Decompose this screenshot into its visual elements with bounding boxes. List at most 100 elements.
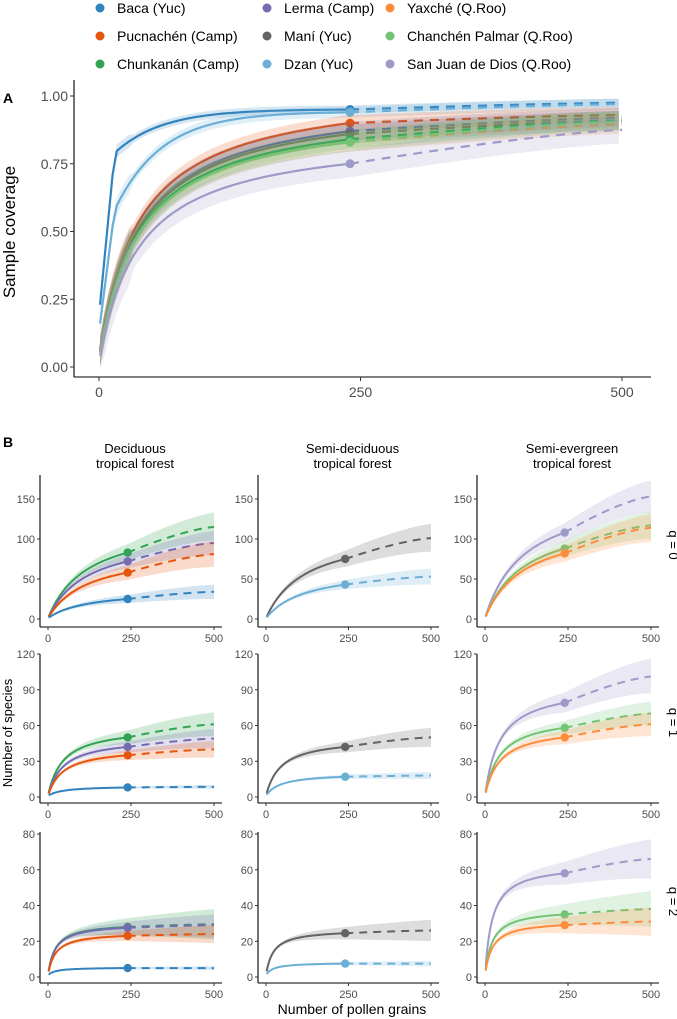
confidence-band bbox=[266, 523, 431, 617]
rarefaction-line bbox=[47, 745, 128, 794]
series-baca-yuc bbox=[48, 963, 214, 976]
extrapolation-line bbox=[564, 526, 652, 555]
observed-point bbox=[560, 869, 569, 878]
series-dzan-yuc bbox=[265, 771, 432, 796]
confidence-band bbox=[48, 531, 214, 617]
rarefaction-line bbox=[98, 162, 351, 356]
series-yaxche-q-roo bbox=[484, 514, 652, 618]
series-baca-yuc bbox=[48, 783, 214, 797]
y-tick-label: 30 bbox=[241, 756, 253, 768]
extrapolation-line bbox=[564, 524, 652, 550]
legend-swatch bbox=[385, 3, 395, 13]
observed-point bbox=[560, 549, 569, 558]
extrapolation-line bbox=[127, 924, 215, 929]
observed-point bbox=[123, 742, 132, 752]
observed-point bbox=[341, 742, 350, 752]
extrapolation-line bbox=[349, 119, 623, 141]
panel-b-xlabel: Number of pollen grains bbox=[278, 1001, 427, 1017]
confidence-band bbox=[266, 727, 431, 794]
rarefaction-line bbox=[98, 132, 351, 353]
rarefaction-line bbox=[484, 547, 565, 617]
legend-swatch bbox=[385, 31, 395, 41]
confidence-band bbox=[48, 712, 214, 794]
column-header-1: Deciduous bbox=[104, 441, 166, 456]
confidence-band bbox=[485, 839, 651, 967]
x-tick-label: 0 bbox=[263, 633, 269, 645]
y-tick-label: 120 bbox=[454, 649, 472, 661]
extrapolation-line bbox=[127, 785, 214, 789]
extrapolation-line bbox=[564, 495, 652, 534]
extrapolation-line bbox=[564, 723, 652, 739]
rarefaction-line bbox=[48, 967, 128, 976]
extrapolation-line bbox=[127, 553, 215, 574]
x-tick-label: 0 bbox=[482, 633, 488, 645]
column-header-3: tropical forest bbox=[533, 456, 611, 471]
y-tick-label: 100 bbox=[454, 534, 472, 546]
series-pucnachen-camp bbox=[47, 740, 215, 795]
series-lerma-camp bbox=[47, 729, 215, 794]
y-tick-label: 60 bbox=[460, 721, 472, 733]
confidence-band bbox=[266, 771, 431, 795]
extrapolation-line bbox=[127, 737, 215, 748]
extrapolation-line bbox=[564, 908, 652, 916]
series-dzan-yuc bbox=[265, 959, 431, 975]
y-tick-label: 90 bbox=[241, 685, 253, 697]
rarefaction-line bbox=[484, 736, 565, 794]
extrapolation-line bbox=[349, 123, 623, 144]
y-tick-label: 20 bbox=[460, 936, 472, 948]
extrapolation-line bbox=[127, 933, 215, 937]
extrapolation-line bbox=[127, 526, 215, 554]
y-tick-label: 20 bbox=[241, 936, 253, 948]
legend-swatch bbox=[95, 3, 105, 13]
extrapolation-line bbox=[349, 103, 623, 114]
series-mani-yuc bbox=[265, 523, 432, 618]
x-tick-label: 250 bbox=[559, 989, 577, 1001]
rarefaction-line bbox=[47, 571, 128, 618]
y-tick-label: 0.25 bbox=[41, 291, 68, 307]
confidence-band bbox=[100, 112, 619, 367]
x-tick-label: 500 bbox=[642, 809, 660, 821]
legend-label: Pucnachén (Camp) bbox=[117, 28, 238, 44]
y-tick-label: 0 bbox=[29, 614, 35, 626]
confidence-band bbox=[485, 907, 651, 971]
extrapolation-line bbox=[349, 113, 623, 125]
confidence-band bbox=[485, 658, 651, 792]
series-chunkanan-camp bbox=[47, 712, 215, 794]
observed-point bbox=[560, 910, 569, 919]
confidence-band bbox=[48, 914, 214, 972]
y-tick-label: 0.50 bbox=[41, 224, 68, 240]
observed-point bbox=[345, 118, 355, 128]
confidence-band bbox=[48, 740, 214, 794]
confidence-band bbox=[485, 712, 651, 794]
series-lerma-camp bbox=[47, 531, 215, 618]
x-tick-label: 0 bbox=[45, 989, 51, 1001]
extrapolation-line bbox=[345, 774, 432, 778]
x-tick-label: 250 bbox=[122, 989, 140, 1001]
observed-point bbox=[123, 594, 132, 604]
x-tick-label: 0 bbox=[45, 809, 51, 821]
panel-a-plot: 0.00 0.25 0.50 0.75 1.00 0 250 500 bbox=[41, 80, 651, 400]
rarefaction-line bbox=[265, 745, 346, 794]
rarefaction-line bbox=[484, 531, 566, 617]
rarefaction-line bbox=[98, 111, 351, 324]
row-strip-label-3: q = 2 bbox=[666, 887, 677, 916]
x-tick-label: 500 bbox=[205, 989, 223, 1001]
y-tick-label: 50 bbox=[23, 574, 35, 586]
y-tick-label: 0 bbox=[29, 972, 35, 984]
series-san-juan-de-dios-q-roo bbox=[98, 116, 623, 367]
y-tick-label: 60 bbox=[241, 865, 253, 877]
x-tick-label: 500 bbox=[205, 809, 223, 821]
y-tick-label: 50 bbox=[241, 574, 253, 586]
y-tick-label: 120 bbox=[17, 649, 35, 661]
x-tick-label: 0 bbox=[263, 989, 269, 1001]
observed-point bbox=[560, 723, 569, 733]
observed-point bbox=[123, 751, 132, 760]
series-san-juan-de-dios-q-roo bbox=[484, 839, 652, 967]
legend-swatch bbox=[385, 59, 395, 69]
x-tick-label: 250 bbox=[122, 809, 140, 821]
observed-point bbox=[341, 554, 350, 564]
x-tick-label: 500 bbox=[422, 989, 440, 1001]
facet-r1-c1: 0 50 100 150 0 250 500 bbox=[17, 475, 223, 645]
x-tick-label: 0 bbox=[482, 809, 488, 821]
